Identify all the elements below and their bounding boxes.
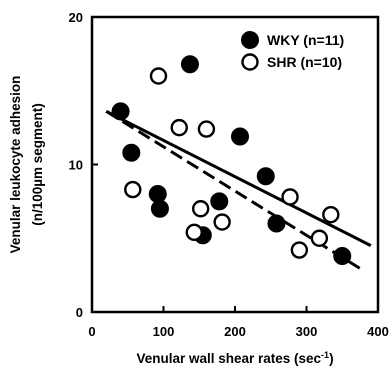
x-axis-title-main: Venular wall shear rates (sec [136, 351, 321, 366]
y-axis-title-line2: (n/100µm segment) [30, 103, 45, 226]
x-tick-label: 0 [88, 324, 95, 339]
x-axis-title-suffix: ) [329, 351, 334, 366]
wky-data-point [267, 214, 286, 233]
wky-data-point [180, 55, 199, 74]
shr-data-point [197, 120, 216, 138]
shr-data-point [213, 213, 231, 231]
y-axis-title-line1: Venular leukocyte adhesion [8, 76, 23, 254]
x-axis-title: Venular wall shear rates (sec-1) [136, 350, 333, 366]
shr-data-point [310, 229, 329, 247]
shr-data-point [149, 67, 168, 85]
legend: WKY (n=11) SHR (n=10) [241, 31, 344, 71]
shr-data-point [290, 241, 309, 259]
legend-shr-label: SHR (n=10) [267, 54, 342, 70]
wky-data-point [333, 246, 352, 265]
x-axis-ticks: 0 100 200 300 400 [88, 306, 389, 339]
wky-data-point [256, 167, 275, 186]
wky-data-point [231, 127, 250, 146]
x-tick-label: 100 [153, 324, 175, 339]
legend-wky-marker [241, 31, 259, 49]
y-tick-label: 20 [69, 10, 83, 25]
legend-shr-marker [241, 53, 259, 71]
shr-data-point [185, 223, 203, 242]
x-tick-label: 300 [296, 324, 318, 339]
x-tick-label: 400 [367, 324, 389, 339]
shr-data-point [281, 188, 299, 206]
shr-data-point [124, 180, 142, 199]
data-points [111, 55, 352, 265]
y-tick-label: 0 [76, 305, 83, 320]
x-tick-label: 200 [224, 324, 246, 339]
wky-data-point [150, 199, 169, 218]
wky-data-point [122, 143, 141, 162]
wky-data-point [111, 102, 130, 121]
y-axis-ticks: 0 10 20 [69, 10, 98, 320]
x-axis-title-superscript: -1 [321, 350, 329, 360]
y-tick-label: 10 [69, 158, 83, 173]
shr-data-point [191, 200, 210, 218]
shr-data-point [170, 118, 188, 137]
shr-data-point [322, 205, 340, 224]
wky-fit-line [105, 110, 372, 247]
legend-wky-label: WKY (n=11) [267, 32, 344, 48]
wky-data-point [148, 185, 167, 203]
wky-data-point [210, 192, 229, 211]
